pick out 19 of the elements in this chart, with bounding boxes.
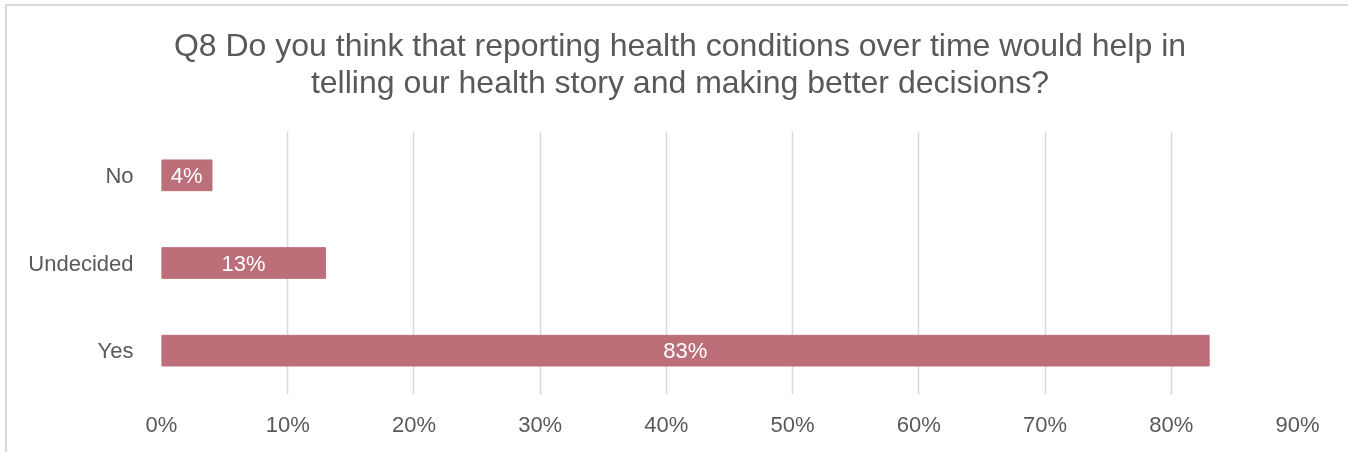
- x-tick-label: 40%: [644, 411, 689, 437]
- y-tick-label: Undecided: [28, 250, 134, 276]
- data-label: 13%: [221, 250, 266, 276]
- chart-title: Q8 Do you think that reporting health conditions over time would help in telling our health story and making better decisions?: [172, 27, 1188, 101]
- y-tick-label: Yes: [97, 338, 134, 364]
- data-label: 83%: [663, 338, 708, 364]
- x-tick-label: 60%: [896, 411, 941, 437]
- data-label: 4%: [170, 162, 203, 188]
- x-tick-label: 0%: [145, 411, 178, 437]
- x-tick-label: 50%: [770, 411, 815, 437]
- x-tick-label: 10%: [265, 411, 310, 437]
- bar: [161, 334, 1210, 367]
- x-tick-label: 80%: [1149, 411, 1194, 437]
- x-tick-label: 90%: [1275, 411, 1320, 437]
- x-tick-label: 70%: [1023, 411, 1068, 437]
- y-tick-label: No: [105, 162, 134, 188]
- x-tick-label: 30%: [518, 411, 563, 437]
- x-tick-label: 20%: [391, 411, 436, 437]
- bar: [161, 247, 327, 279]
